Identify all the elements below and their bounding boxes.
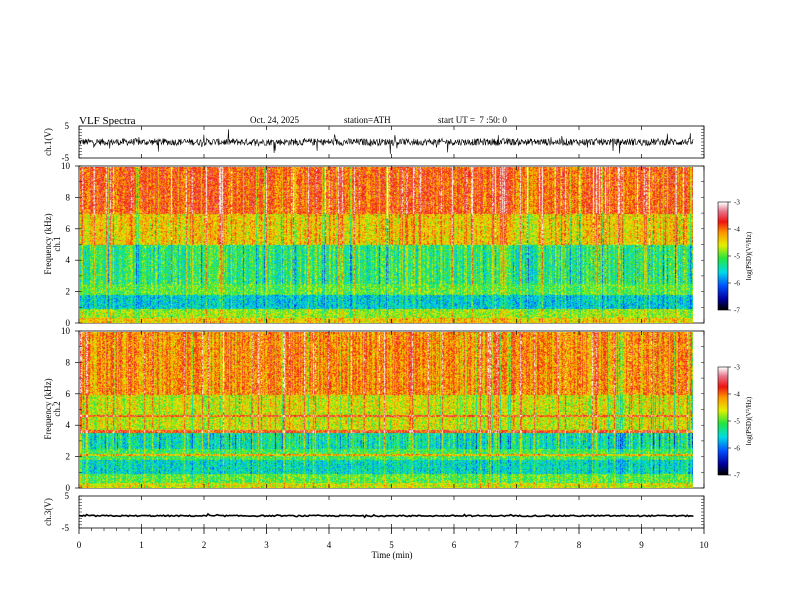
ch1-frequency-label: Frequency (kHz): [43, 213, 53, 274]
time-tick-label-0: 0: [77, 540, 82, 550]
time-axis-ticks: 0 1 2 3 4 5 6 7 8 9 10: [77, 528, 709, 550]
time-tick-label-2: 2: [202, 540, 207, 550]
frequency-tick-label-8: 8: [66, 192, 71, 202]
ch3-waveform-panel: 5 -5 ch.3(V): [43, 491, 705, 533]
time-tick-label-5: 5: [389, 540, 394, 550]
frequency-tick-label-8: 8: [66, 357, 71, 367]
frequency-tick-label-0: 0: [66, 483, 71, 493]
ch2-frequency-ticks: 0 2 4 6 8 10: [61, 326, 79, 493]
figure-title: VLF Spectra: [79, 115, 136, 127]
station-label: station=ATH: [344, 115, 391, 125]
ch1-spectrogram-image: [80, 167, 693, 323]
frequency-tick-label-4: 4: [66, 255, 71, 265]
frequency-tick-label-6: 6: [66, 224, 71, 234]
ch2-spectrogram-image: [80, 332, 693, 488]
ch2-channel-label: ch.2: [52, 401, 62, 416]
colorbar-tick-label--3: -3: [734, 199, 740, 207]
time-tick-label-3: 3: [264, 540, 269, 550]
ch1-ytick-top: 5: [65, 121, 70, 131]
time-tick-label-10: 10: [700, 540, 710, 550]
colorbar-tick-label--4: -4: [734, 391, 740, 399]
frequency-tick-label-4: 4: [66, 420, 71, 430]
colorbar-tick-label--4: -4: [734, 226, 740, 234]
ch1-ytick-bottom: -5: [62, 153, 70, 163]
ch1-trace: [78, 129, 694, 155]
colorbar-tick-label--7: -7: [734, 472, 740, 480]
ch1-colorbar-ticks: -3 -4 -5 -6 -7: [728, 199, 740, 315]
frequency-tick-label-6: 6: [66, 389, 71, 399]
ch3-waveform-frame: [78, 495, 705, 529]
time-tick-label-9: 9: [639, 540, 644, 550]
ch2-colorbar-label: log(PSD)(V²/Hz): [745, 396, 753, 445]
ch1-colorbar: [718, 202, 728, 310]
ch3-ytick-top: 5: [65, 491, 70, 501]
ch1-frequency-ticks: 0 2 4 6 8 10: [61, 161, 79, 328]
time-tick-label-4: 4: [327, 540, 332, 550]
colorbar-tick-label--5: -5: [734, 418, 740, 426]
ch3-ytick-bottom: -5: [62, 523, 70, 533]
ch3-ylabel: ch.3(V): [43, 498, 53, 526]
frequency-tick-label-2: 2: [66, 287, 71, 297]
time-tick-label-6: 6: [452, 540, 457, 550]
time-axis-label: Time (min): [372, 550, 413, 560]
colorbar-tick-label--3: -3: [734, 364, 740, 372]
frequency-tick-label-10: 10: [61, 326, 71, 336]
ch1-waveform-panel: 5 -5 ch.1(V): [43, 121, 705, 163]
frequency-tick-label-0: 0: [66, 318, 71, 328]
ch2-colorbar-ticks: -3 -4 -5 -6 -7: [728, 364, 740, 480]
ch1-ylabel: ch.1(V): [43, 128, 53, 156]
frequency-tick-label-10: 10: [61, 161, 71, 171]
time-grid-ticks: [78, 125, 705, 529]
colorbar-tick-label--6: -6: [734, 445, 740, 453]
time-tick-label-7: 7: [514, 540, 519, 550]
colorbar-tick-label--6: -6: [734, 280, 740, 288]
ch3-trace: [78, 512, 694, 519]
time-tick-label-1: 1: [139, 540, 144, 550]
ch1-channel-label: ch.1: [52, 236, 62, 251]
colorbar-tick-label--7: -7: [734, 307, 740, 315]
ch1-colorbar-label: log(PSD)(V²/Hz): [745, 231, 753, 280]
ch2-frequency-label: Frequency (kHz): [43, 378, 53, 439]
colorbar-tick-label--5: -5: [734, 253, 740, 261]
frequency-tick-label-2: 2: [66, 452, 71, 462]
start-time-label: start UT = 7 :50: 0: [438, 115, 507, 125]
time-tick-label-8: 8: [577, 540, 582, 550]
ch2-colorbar: [718, 367, 728, 475]
date-label: Oct. 24, 2025: [250, 115, 299, 125]
